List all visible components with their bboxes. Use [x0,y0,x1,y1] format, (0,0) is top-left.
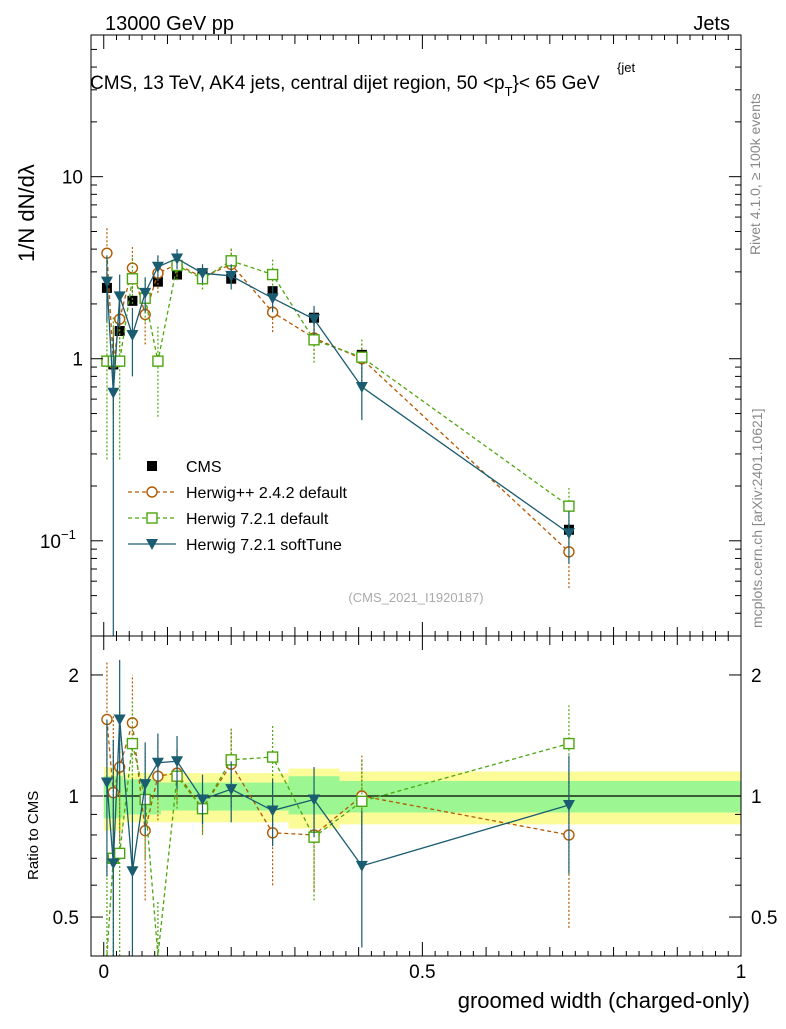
x-tick-label: 1 [736,962,747,983]
mcplots-label-text: mcplots.cern.ch [arXiv:2401.10621] [749,409,765,628]
data-point [266,293,279,305]
ratio-y-tick-label: 0.5 [53,908,79,929]
ratio-point [563,737,575,750]
legend-label: Herwig 7.2.1 default [186,511,329,528]
chart-title: CMS, 13 TeV, AK4 jets, central dijet reg… [90,73,600,99]
data-point [356,351,368,363]
ratio-point [308,794,321,806]
data-point [113,355,126,367]
data-point [100,276,113,288]
ratio-point [225,784,238,796]
chart-title-main: CMS, 13 TeV, AK4 jets, central dijet reg… [90,73,505,94]
legend-marker [146,486,158,498]
data-point [171,253,184,265]
chart-title-sup: {jet [617,60,635,75]
ratio-y-tick-label-right: 0.5 [751,908,777,929]
data-point [563,500,575,512]
ratio-point [266,805,279,817]
data-point [225,270,238,282]
chart-title-end: }< 65 GeV [513,73,600,94]
ratio-y-tick-label: 2 [68,666,79,687]
x-axis-label: groomed width (charged-only) [458,988,750,1013]
legend-item: Herwig 7.2.1 softTune [128,537,342,554]
ratio-point [126,737,139,750]
data-point [225,255,237,267]
y-tick-label-exp: −1 [61,527,76,542]
y-axis-label-text: 1/N dN/dλ [14,164,39,262]
ratio-point [196,794,209,806]
series-line [106,253,570,553]
mcplots-label: mcplots.cern.ch [arXiv:2401.10621] [749,409,765,628]
ratio-point [151,757,164,769]
data-point [355,381,368,393]
ratio-point [100,777,113,789]
legend-item: CMS [147,459,222,476]
ratio-point [107,858,120,870]
legend-label: Herwig 7.2.1 softTune [186,537,342,554]
ratio-y-axis-label-text: Ratio to CMS [25,791,42,880]
x-tick-label: 0.5 [409,962,435,983]
legend-label: Herwig++ 2.4.2 default [186,485,348,502]
data-point [107,387,120,399]
legend-marker [147,461,157,471]
rivet-label: Rivet 4.1.0, ≥ 100k events [747,93,763,255]
legend-item: Herwig 7.2.1 default [128,511,329,528]
data-point [151,261,164,273]
ratio-y-tick-label-right: 1 [751,787,762,808]
legend: CMS Herwig++ 2.4.2 default Herwig 7.2.1 de… [128,459,348,554]
data-point [562,528,575,540]
data-point [113,291,126,303]
ratio-point [126,866,139,878]
y-tick-label: 10 [40,532,61,553]
header-right: Jets [693,13,730,35]
y-tick-label: 10 [62,168,83,189]
legend-marker [146,512,158,524]
legend-label: CMS [186,459,222,476]
ratio-point [355,860,368,872]
ratio-y-tick-label: 1 [68,787,79,808]
rivet-label-text: Rivet 4.1.0, ≥ 100k events [747,93,763,255]
data-point [126,330,139,342]
ratio-y-tick-label-right: 2 [751,666,762,687]
ratio-point [562,799,575,811]
data-point [127,295,138,306]
ratio-y-axis-label: Ratio to CMS [25,791,42,880]
series-3 [100,249,575,956]
series-layer [100,226,575,957]
legend-item: Herwig++ 2.4.2 default [128,485,348,502]
ratio-band-inner [339,780,741,813]
data-point [139,287,152,299]
data-point [308,314,321,326]
series-line [106,260,570,507]
data-point [266,268,279,281]
chart-title-sub: T [505,84,513,99]
ratio-point [139,779,152,791]
data-point [126,273,139,285]
y-tick-label: 1 [72,350,83,371]
ratio-point [266,751,279,763]
data-point [152,355,164,367]
x-tick-label: 0 [98,962,109,983]
y-axis-label: 1/N dN/dλ [14,164,39,262]
ratio-point [113,714,126,726]
ratio-point [113,847,126,860]
data-point [196,268,209,280]
ratio-point [356,795,368,808]
analysis-id: (CMS_2021_I1920187) [348,590,483,605]
data-point [308,334,320,346]
legend-marker [146,539,158,550]
ratio-point [171,756,184,768]
data-point [152,276,163,287]
header-left: 13000 GeV pp [105,13,234,35]
